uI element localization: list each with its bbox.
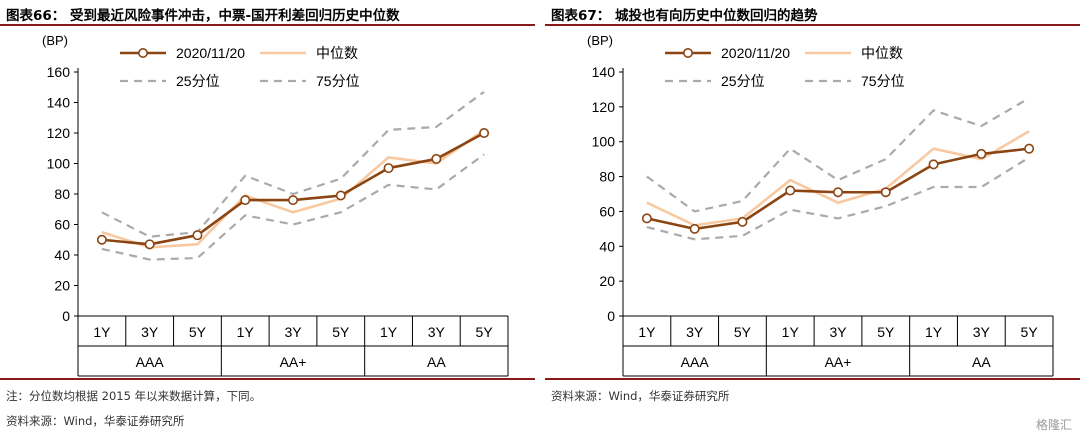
x-group-label: AA [427, 354, 446, 370]
y-tick-label: 60 [599, 203, 615, 219]
data-point [192, 230, 203, 241]
data-point [785, 185, 796, 196]
watermark-logo: 格隆汇 [1035, 418, 1072, 432]
x-tick-label: 3Y [686, 324, 704, 340]
chart-note: 注：分位数均根据 2015 年以来数据计算，下同。 [6, 389, 262, 403]
legend-label: 75分位 [861, 73, 905, 89]
x-group-label: AAA [681, 354, 710, 370]
legend-label: 2020/11/20 [176, 45, 245, 61]
x-tick-label: 3Y [829, 324, 847, 340]
data-point [928, 159, 939, 170]
x-tick-label: 3Y [428, 324, 446, 340]
x-tick-label: 3Y [141, 324, 159, 340]
data-point [383, 163, 394, 174]
x-tick-label: 5Y [332, 324, 350, 340]
y-tick-label: 160 [47, 64, 71, 80]
title-rule [0, 24, 535, 26]
legend-label: 中位数 [316, 45, 358, 61]
series-line-quartile [646, 156, 1030, 241]
y-tick-label: 0 [607, 308, 615, 324]
data-point [287, 195, 298, 206]
data-point [144, 239, 155, 250]
x-tick-label: 3Y [973, 324, 991, 340]
chart-title: 图表67： 城投也有向历史中位数回归的趋势 [551, 8, 818, 24]
legend-label: 2020/11/20 [721, 45, 790, 61]
x-group-label: AAA [136, 354, 165, 370]
data-point [689, 223, 700, 234]
chart-panel-66: 图表66： 受到最近风险事件冲击，中票-国开利差回归历史中位数 (BP) 0 20 4… [0, 0, 535, 439]
y-tick-label: 80 [599, 169, 615, 185]
data-point [240, 195, 251, 206]
data-point [832, 187, 843, 198]
data-point [1024, 143, 1035, 154]
y-tick-label: 40 [599, 238, 615, 254]
chart-panel-67: 图表67： 城投也有向历史中位数回归的趋势 (BP) 0 20 40 60 80 100 12… [545, 0, 1080, 439]
y-tick-label: 120 [47, 125, 71, 141]
legend-label: 25分位 [721, 73, 765, 89]
x-tick-label: 5Y [734, 324, 752, 340]
y-tick-label: 140 [47, 95, 71, 111]
x-tick-label: 1Y [380, 324, 398, 340]
legend-label: 25分位 [176, 73, 220, 89]
x-tick-label: 5Y [476, 324, 494, 340]
x-tick-label: 1Y [782, 324, 800, 340]
y-tick-label: 60 [54, 217, 70, 233]
y-tick-label: 0 [62, 308, 70, 324]
legend-marker [683, 47, 694, 58]
x-group-label: AA+ [280, 354, 307, 370]
x-tick-label: 1Y [638, 324, 656, 340]
data-point [641, 213, 652, 224]
y-tick-label: 20 [599, 273, 615, 289]
x-tick-label: 1Y [93, 324, 111, 340]
y-tick-label: 140 [592, 64, 616, 80]
legend-label: 75分位 [316, 73, 360, 89]
y-tick-label: 120 [592, 99, 616, 115]
footer-rule [545, 378, 1080, 380]
x-group-label: AA [972, 354, 991, 370]
y-tick-label: 40 [54, 247, 70, 263]
chart-source: 资料来源：Wind，华泰证券研究所 [6, 414, 185, 428]
data-point [335, 190, 346, 201]
y-axis-label: (BP) [42, 33, 68, 48]
chart-66-svg: (BP) 0 20 40 60 80 100 120 140 160 1Y 3Y 5Y 1Y 3Y 5Y 1Y 3… [42, 33, 509, 377]
data-point [96, 234, 107, 245]
chart-title: 图表66： 受到最近风险事件冲击，中票-国开利差回归历史中位数 [6, 8, 400, 24]
y-tick-label: 100 [592, 134, 616, 150]
title-rule [545, 24, 1080, 26]
x-tick-label: 1Y [237, 324, 255, 340]
data-point [737, 216, 748, 227]
x-tick-label: 5Y [1021, 324, 1039, 340]
chart-source: 资料来源：Wind，华泰证券研究所 [551, 389, 730, 403]
data-point [431, 153, 442, 164]
x-tick-label: 5Y [189, 324, 207, 340]
y-tick-label: 20 [54, 278, 70, 294]
series-line-quartile [101, 90, 485, 238]
y-tick-label: 80 [54, 186, 70, 202]
data-point [479, 128, 490, 139]
x-tick-label: 5Y [877, 324, 895, 340]
series-line-quartile [646, 97, 1030, 213]
chart-67-svg: (BP) 0 20 40 60 80 100 120 140 1Y 3Y 5Y 1Y 3Y 5Y 1Y 3Y 5Y… [587, 33, 1054, 377]
footer-rule [0, 378, 535, 380]
series-line-median [646, 130, 1030, 227]
data-point [880, 187, 891, 198]
data-point [976, 148, 987, 159]
y-tick-label: 100 [47, 156, 71, 172]
legend-marker [138, 47, 149, 58]
y-axis-label: (BP) [587, 33, 613, 48]
legend-label: 中位数 [861, 45, 903, 61]
x-tick-label: 3Y [284, 324, 302, 340]
x-tick-label: 1Y [925, 324, 943, 340]
x-group-label: AA+ [825, 354, 852, 370]
